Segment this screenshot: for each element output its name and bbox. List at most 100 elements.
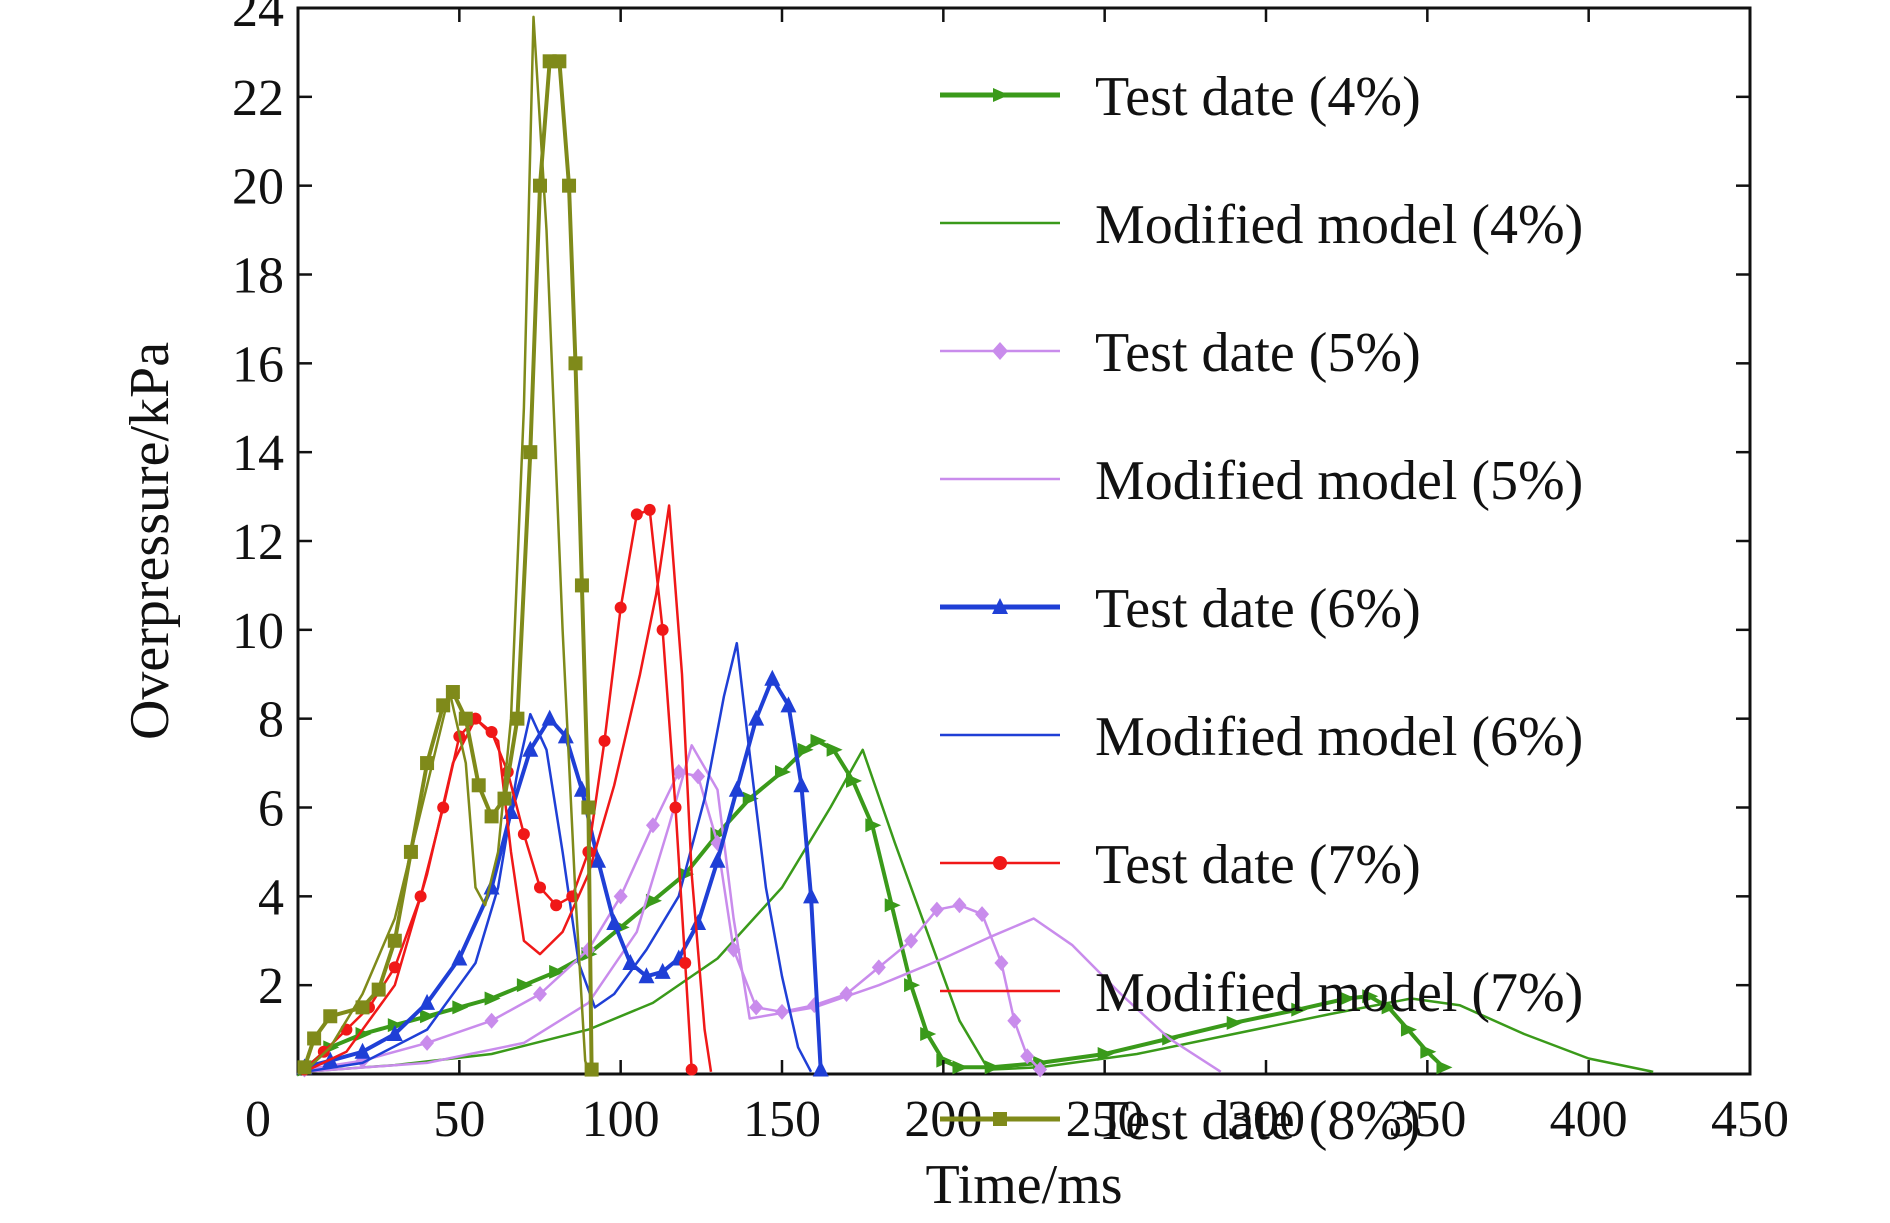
data-point [748,709,765,726]
data-point [606,913,623,930]
data-point [865,818,882,833]
data-point [654,962,671,979]
data-point [993,88,1009,102]
legend-label: Test date (6%) [1095,578,1421,640]
data-point [638,967,655,984]
data-point [533,986,547,1003]
series-line [302,59,594,1070]
data-point [1020,1048,1035,1065]
series-line [303,738,1445,1072]
data-point [510,711,525,726]
data-point [793,776,810,793]
data-point [387,1018,404,1033]
y-tick-label: 22 [232,70,284,127]
y-tick-label: 2 [258,958,284,1015]
y-tick-label: 16 [232,336,284,393]
legend-label: Modified model (7%) [1095,962,1583,1024]
legend-entry: Test date (6%) [940,578,1421,640]
y-tick-label: 20 [232,159,284,216]
y-tick-label: 12 [232,514,284,571]
data-point [643,503,656,516]
data-point [679,956,692,969]
y-tick-label: 14 [232,425,284,482]
data-point [1291,1002,1308,1017]
data-point [420,1034,435,1051]
legend-label: Test date (7%) [1095,834,1421,896]
data-point [354,1042,371,1059]
data-point [355,1000,370,1015]
legend-entry: Modified model (8%) [1095,1218,1583,1223]
data-point [484,991,501,1006]
legend-entry: Modified model (5%) [940,450,1583,512]
series-8 [303,504,713,1073]
data-point [812,1060,829,1077]
data-point [690,913,707,930]
data-point [1033,1061,1048,1078]
data-point [371,982,386,997]
series-10 [303,15,590,1073]
series-9 [297,54,599,1077]
data-point [484,809,499,824]
data-point [645,817,660,834]
legend-entry: Test date (4%) [940,66,1421,128]
data-point [797,742,814,757]
series-2 [304,748,1654,1074]
data-point [522,740,539,757]
data-point [549,964,566,979]
series-line [303,15,590,1073]
x-tick-label: 450 [1711,1091,1789,1148]
x-tick-label: 0 [245,1091,271,1148]
data-point [1420,1044,1437,1059]
series-line [303,504,713,1073]
data-point [323,1009,338,1024]
y-tick-label: 4 [258,869,284,926]
data-point [541,709,558,726]
legend-entry: Test date (7%) [940,834,1421,896]
series-line [304,744,1222,1074]
legend-entry: Modified model (7%) [940,962,1583,1024]
data-point [871,959,886,976]
legend-entry: Modified model (6%) [940,706,1583,768]
data-point [803,887,820,904]
data-point [775,764,791,779]
legend-label: Test date (5%) [1095,322,1421,384]
data-point [484,1012,499,1029]
data-point [952,1060,969,1075]
data-point [904,932,919,949]
data-point [994,954,1009,971]
legend-label: Modified model (4%) [1095,194,1583,256]
data-point [845,773,862,788]
data-point [952,897,967,914]
series-4 [304,744,1222,1074]
x-tick-label: 250 [1066,1091,1144,1148]
legend-entry: Test date (5%) [940,322,1421,384]
data-point [523,445,538,460]
data-point [550,899,563,912]
series-6 [304,641,813,1074]
data-point [1097,1047,1114,1062]
x-tick-label: 100 [582,1091,660,1148]
data-point [622,953,639,970]
data-point [581,800,596,815]
data-point [419,993,436,1010]
data-point [1400,1022,1417,1037]
data-point [1339,991,1356,1006]
y-tick-label: 8 [258,692,284,749]
data-point [568,356,583,371]
legend-entry: Test date (8%) [940,1090,1421,1152]
data-point [764,669,781,686]
y-tick-label: 18 [232,248,284,305]
series-7 [298,503,698,1076]
data-point [574,578,589,593]
y-tick-label: 24 [232,0,284,38]
data-point [458,711,473,726]
data-point [584,1062,599,1077]
series-layer [296,15,1654,1078]
legend: Test date (4%) Modified model (4%) Test da… [940,66,1583,1223]
data-point [993,1112,1007,1126]
data-point [669,801,682,814]
data-point [598,734,611,747]
x-tick-label: 300 [1227,1091,1305,1148]
data-point [929,901,944,918]
